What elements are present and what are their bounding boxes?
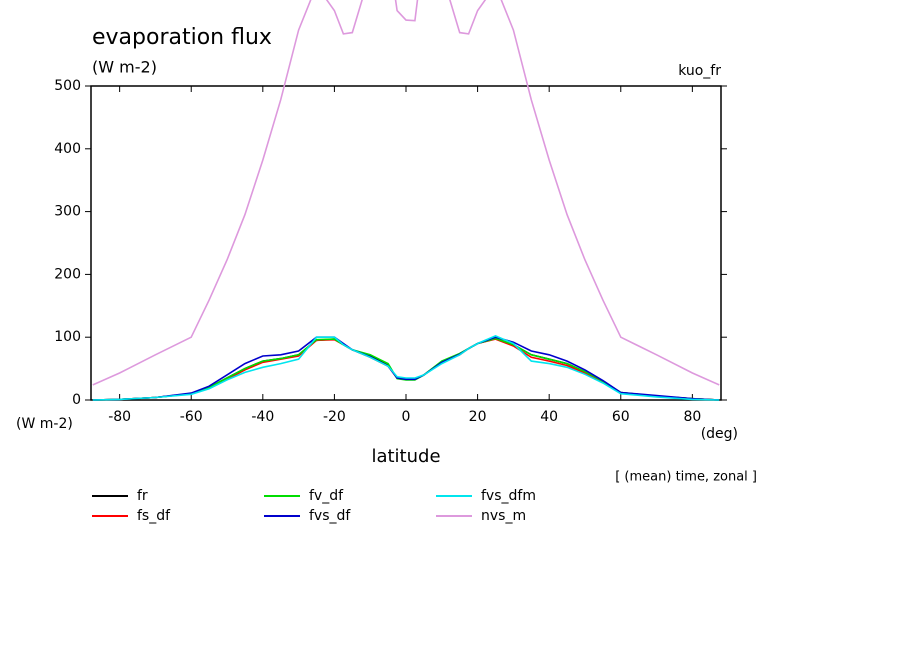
x-tick-label: 60 [612,409,630,425]
x-tick-label: -40 [251,409,274,425]
x-tick-label: 20 [469,409,487,425]
x-tick-label: 80 [683,409,701,425]
legend-label: fvs_dfm [481,488,536,504]
x-tick-label: -80 [108,409,131,425]
legend-label: fv_df [309,488,344,504]
x-tick-label: 40 [540,409,558,425]
legend-label: fr [137,488,148,504]
legend-label: fs_df [137,508,171,524]
x-unit-label: (deg) [701,426,738,442]
y-unit-label: (W m-2) [16,416,73,432]
series-line [92,338,720,401]
series-line [92,337,720,401]
x-tick-label: 0 [402,409,411,425]
chart-title: evaporation flux [92,25,272,50]
y-tick-label: 300 [54,204,81,220]
x-tick-label: -60 [180,409,203,425]
legend-label: nvs_m [481,508,526,524]
legend-label: fvs_df [309,508,351,524]
y-tick-label: 200 [54,266,81,282]
y-tick-label: 400 [54,141,81,157]
note: [ (mean) time, zonal ] [615,470,757,485]
series-line [92,337,720,401]
y-tick-label: 100 [54,329,81,345]
x-tick-label: -20 [323,409,346,425]
series-line [92,336,720,401]
annotation: kuo_fr [678,63,721,79]
x-axis-title: latitude [371,446,440,467]
plot-frame [90,85,722,401]
subtitle: (W m-2) [92,58,157,77]
series-line [92,0,720,386]
y-tick-label: 500 [54,78,81,94]
y-tick-label: 0 [72,392,81,408]
series-line [92,335,720,401]
